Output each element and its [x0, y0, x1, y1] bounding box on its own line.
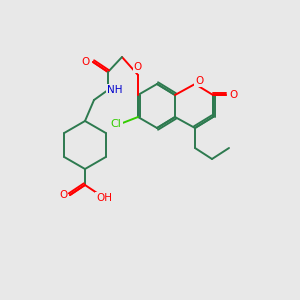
- Text: OH: OH: [96, 193, 112, 203]
- Text: Cl: Cl: [111, 119, 122, 129]
- Text: O: O: [134, 62, 142, 72]
- Text: NH: NH: [107, 85, 123, 95]
- Text: O: O: [59, 190, 67, 200]
- Text: O: O: [82, 57, 90, 67]
- Text: O: O: [195, 76, 203, 86]
- Text: O: O: [229, 90, 237, 100]
